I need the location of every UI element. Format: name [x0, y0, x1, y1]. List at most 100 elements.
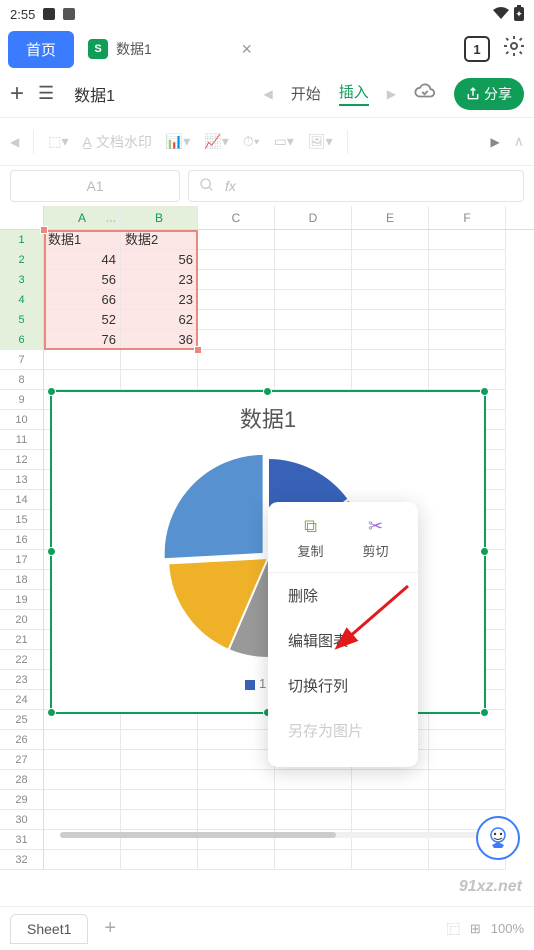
cell[interactable]: [352, 790, 429, 810]
tab-start[interactable]: 开始: [291, 83, 321, 104]
cell[interactable]: [352, 810, 429, 830]
cell[interactable]: [198, 750, 275, 770]
cell[interactable]: [121, 350, 198, 370]
row-header[interactable]: 23: [0, 670, 44, 690]
cell[interactable]: [352, 290, 429, 310]
spreadsheet-grid[interactable]: A⋯BCDEF 1数据1数据22445635623466235526267636…: [0, 206, 534, 886]
cell[interactable]: [198, 290, 275, 310]
row-header[interactable]: 9: [0, 390, 44, 410]
cell[interactable]: 66: [44, 290, 121, 310]
cell[interactable]: [275, 290, 352, 310]
horizontal-scrollbar[interactable]: [60, 832, 520, 838]
assistant-button[interactable]: [476, 816, 520, 860]
window-count[interactable]: 1: [464, 36, 490, 62]
chart-button[interactable]: 📊▾: [166, 133, 190, 150]
cell[interactable]: [352, 850, 429, 870]
cell[interactable]: [198, 850, 275, 870]
row-header[interactable]: 25: [0, 710, 44, 730]
column-header[interactable]: E: [352, 206, 429, 229]
cell[interactable]: [121, 810, 198, 830]
row-header[interactable]: 3: [0, 270, 44, 290]
cell[interactable]: 36: [121, 330, 198, 350]
chart-handle[interactable]: [47, 547, 56, 556]
image-button[interactable]: 🖼▾: [308, 133, 333, 150]
cell[interactable]: [352, 250, 429, 270]
copy-button[interactable]: ⧉复制: [297, 516, 323, 560]
row-header[interactable]: 6: [0, 330, 44, 350]
cell[interactable]: 56: [121, 250, 198, 270]
cell[interactable]: [198, 790, 275, 810]
cell[interactable]: [198, 730, 275, 750]
row-header[interactable]: 13: [0, 470, 44, 490]
row-header[interactable]: 7: [0, 350, 44, 370]
row-header[interactable]: 29: [0, 790, 44, 810]
select-all-corner[interactable]: [0, 206, 44, 229]
cell[interactable]: [429, 230, 506, 250]
file-tab[interactable]: S 数据1 ×: [80, 33, 260, 66]
row-header[interactable]: 15: [0, 510, 44, 530]
chart-handle[interactable]: [47, 387, 56, 396]
row-header[interactable]: 10: [0, 410, 44, 430]
row-header[interactable]: 19: [0, 590, 44, 610]
chart-handle[interactable]: [480, 387, 489, 396]
formula-input[interactable]: fx: [188, 170, 524, 202]
cell[interactable]: [198, 310, 275, 330]
cell[interactable]: [198, 770, 275, 790]
cell[interactable]: [275, 350, 352, 370]
cell[interactable]: [429, 310, 506, 330]
row-header[interactable]: 5: [0, 310, 44, 330]
menu-icon[interactable]: ☰: [38, 83, 54, 104]
cell[interactable]: [198, 330, 275, 350]
row-header[interactable]: 17: [0, 550, 44, 570]
cell[interactable]: 62: [121, 310, 198, 330]
chart-handle[interactable]: [47, 708, 56, 717]
row-header[interactable]: 31: [0, 830, 44, 850]
zoom-level[interactable]: 100%: [491, 921, 524, 936]
dropdown-icon[interactable]: ⬚▾: [48, 133, 68, 150]
cell[interactable]: [429, 290, 506, 310]
row-header[interactable]: 22: [0, 650, 44, 670]
cell[interactable]: [44, 730, 121, 750]
edit-chart-button[interactable]: 编辑图表: [268, 618, 418, 663]
cell[interactable]: [44, 370, 121, 390]
cell[interactable]: [198, 270, 275, 290]
row-header[interactable]: 27: [0, 750, 44, 770]
cell[interactable]: [352, 350, 429, 370]
selection-handle[interactable]: [40, 226, 48, 234]
timer-button[interactable]: ⏱▾: [243, 133, 260, 150]
watermark-button[interactable]: A̲文档水印: [83, 132, 152, 152]
cell[interactable]: 数据2: [121, 230, 198, 250]
share-button[interactable]: 分享: [454, 78, 524, 110]
cell[interactable]: [275, 370, 352, 390]
cell[interactable]: [429, 730, 506, 750]
grid-icon[interactable]: ⊞: [470, 921, 481, 937]
new-button[interactable]: +: [10, 80, 24, 108]
row-header[interactable]: 30: [0, 810, 44, 830]
cell[interactable]: 52: [44, 310, 121, 330]
cell[interactable]: [429, 250, 506, 270]
shape-button[interactable]: ▭▾: [274, 133, 294, 150]
column-header[interactable]: F: [429, 206, 506, 229]
row-header[interactable]: 12: [0, 450, 44, 470]
cut-button[interactable]: ✂剪切: [362, 516, 388, 560]
cell[interactable]: [429, 330, 506, 350]
settings-icon[interactable]: [502, 34, 526, 64]
switch-rows-cols-button[interactable]: 切换行列: [268, 663, 418, 708]
row-header[interactable]: 8: [0, 370, 44, 390]
cell[interactable]: [275, 250, 352, 270]
collapse-icon[interactable]: ∧: [514, 133, 524, 150]
cell[interactable]: [352, 310, 429, 330]
cell[interactable]: 23: [121, 290, 198, 310]
row-header[interactable]: 32: [0, 850, 44, 870]
cell[interactable]: [429, 370, 506, 390]
cloud-icon[interactable]: [414, 80, 436, 107]
cell[interactable]: [44, 850, 121, 870]
cell[interactable]: [44, 350, 121, 370]
toolbar-prev-icon[interactable]: ◀: [10, 135, 19, 149]
chart-handle[interactable]: [480, 708, 489, 717]
cell[interactable]: [352, 330, 429, 350]
cell[interactable]: [198, 810, 275, 830]
row-header[interactable]: 11: [0, 430, 44, 450]
cell[interactable]: [275, 850, 352, 870]
cell[interactable]: [275, 770, 352, 790]
